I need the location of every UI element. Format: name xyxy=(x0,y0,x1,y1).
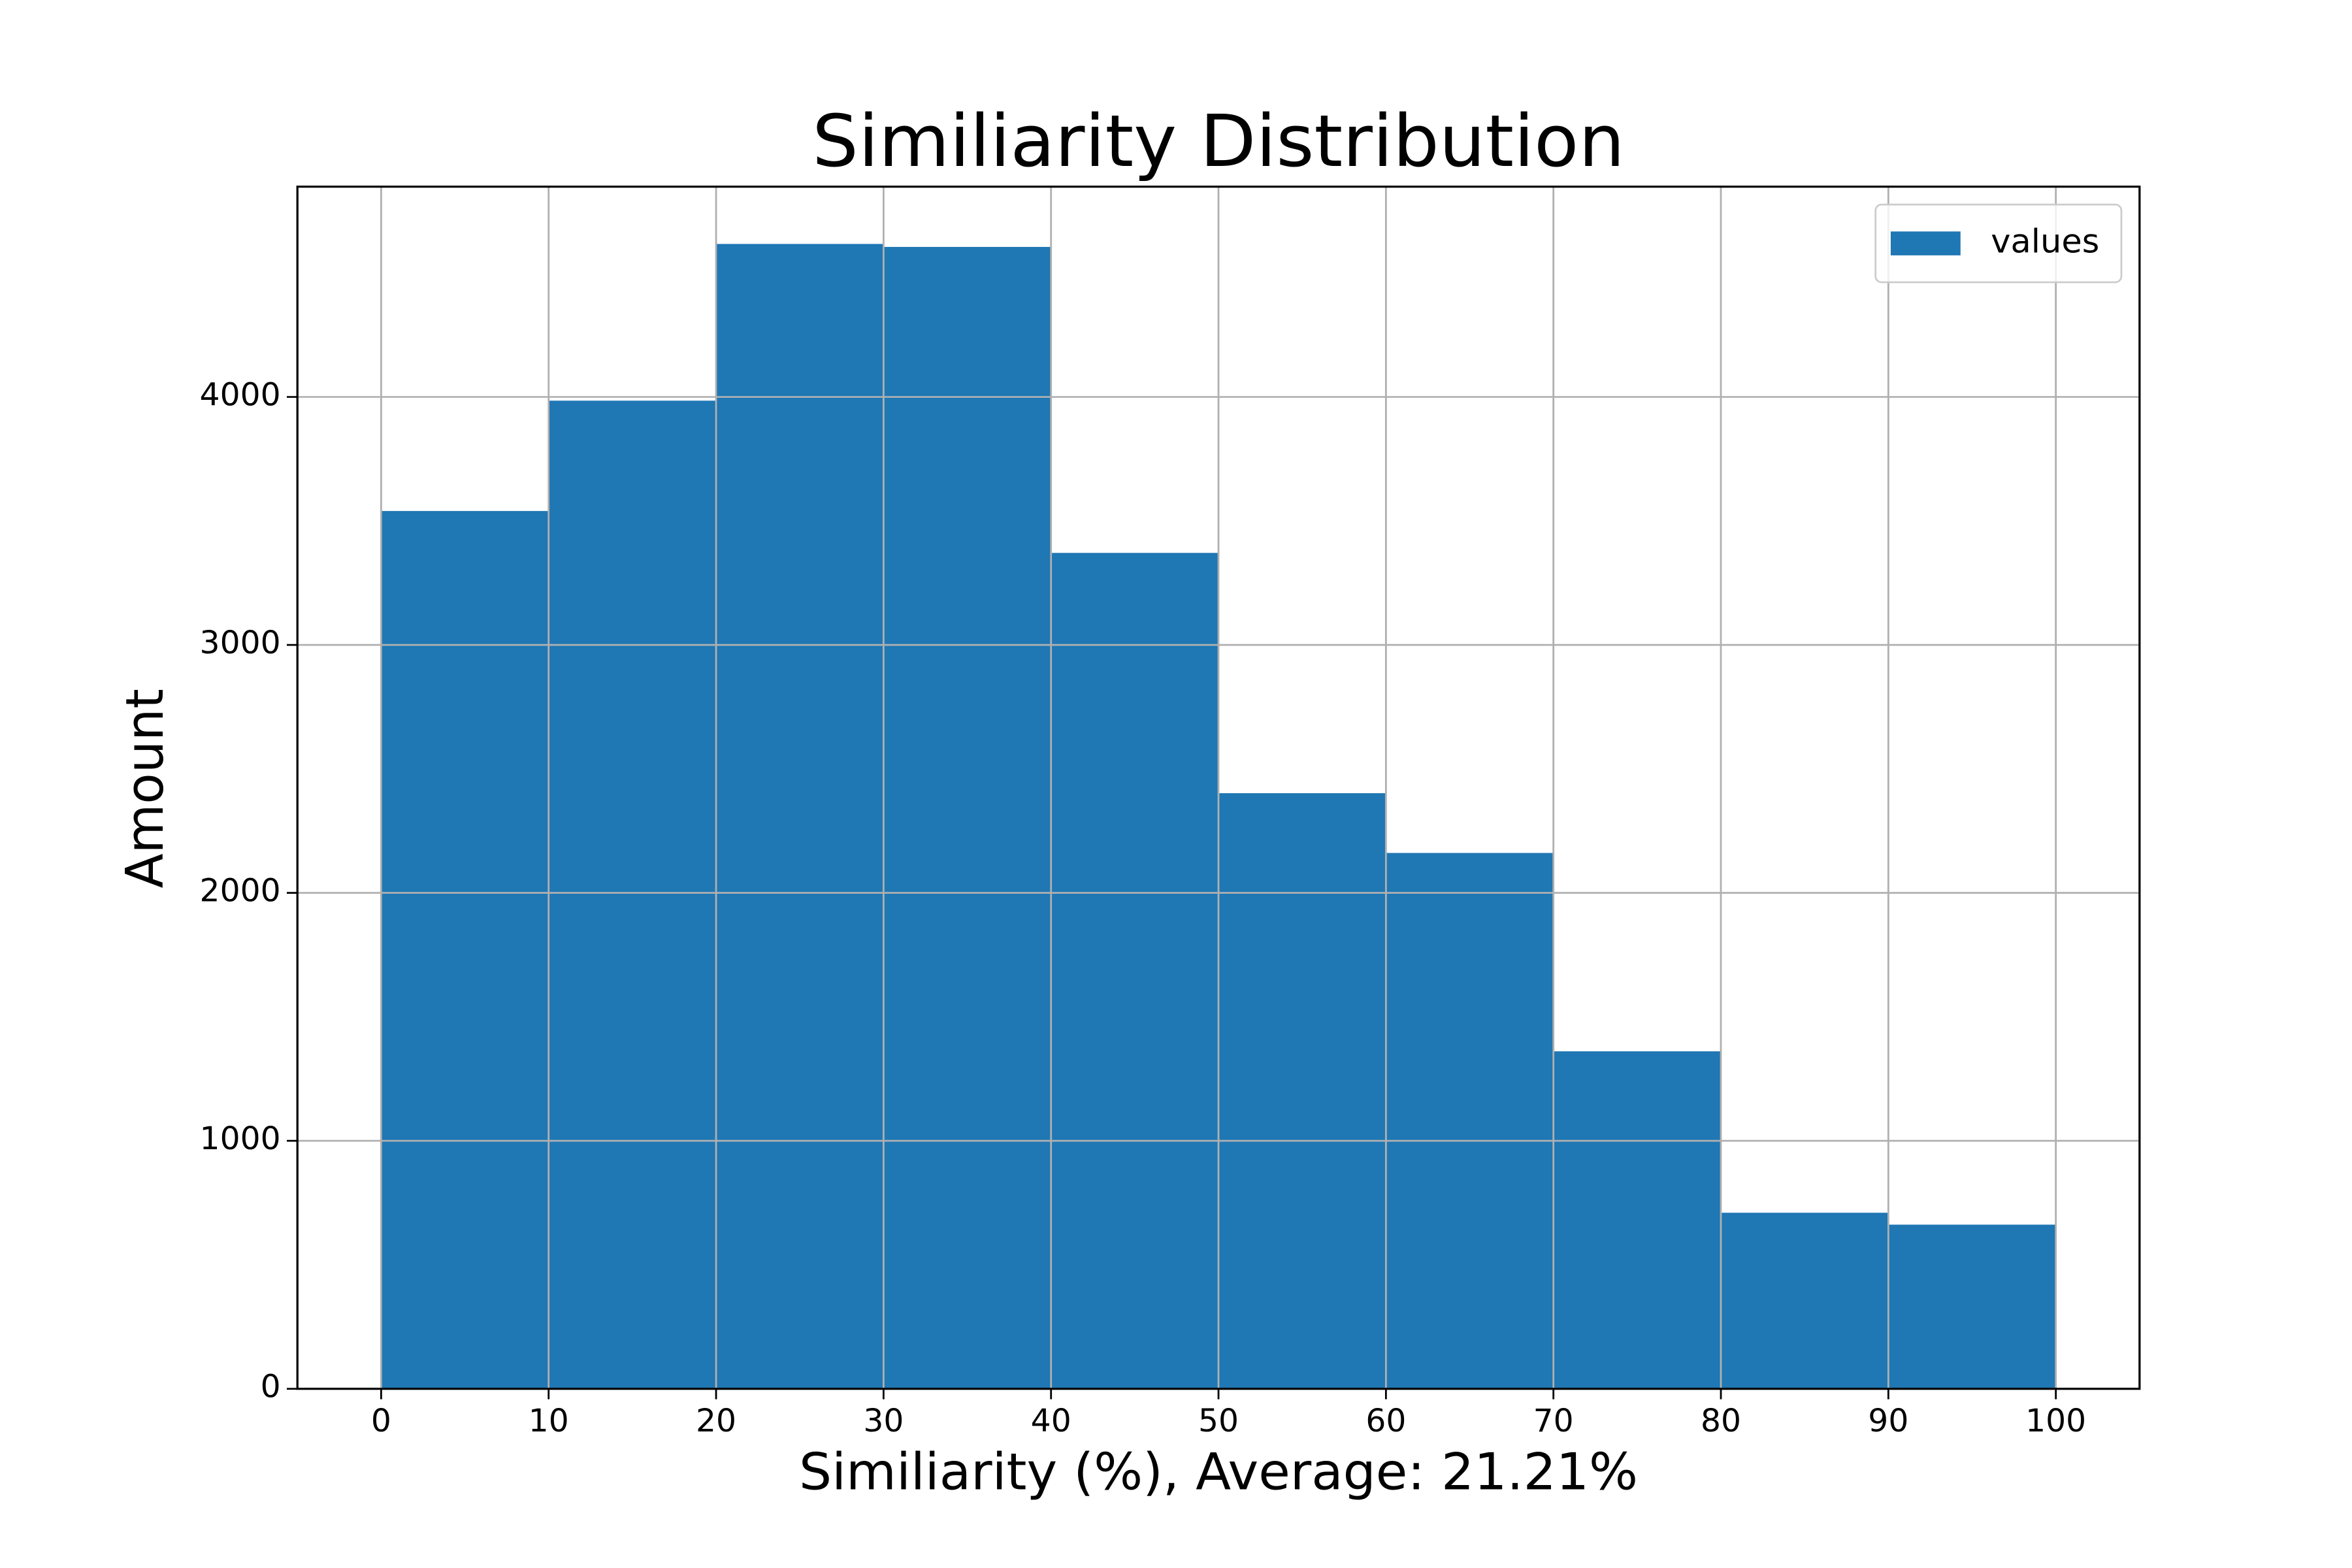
bar xyxy=(883,246,1051,1389)
x-tick-label: 50 xyxy=(1198,1403,1239,1440)
bar xyxy=(1553,1051,1722,1389)
plot-frame xyxy=(296,186,2141,1390)
x-tick-label: 100 xyxy=(2025,1403,2086,1440)
y-tick-label: 3000 xyxy=(200,625,281,661)
x-tick-label: 70 xyxy=(1533,1403,1574,1440)
x-tick-label: 20 xyxy=(696,1403,736,1440)
chart-title: Similiarity Distribution xyxy=(812,100,1625,184)
bar xyxy=(716,244,884,1389)
x-axis-label: Similiarity (%), Average: 21.21% xyxy=(799,1443,1638,1501)
legend-label: values xyxy=(1991,222,2099,261)
y-tick-label: 4000 xyxy=(200,377,281,414)
y-axis-label: Amount xyxy=(116,689,176,888)
bar xyxy=(381,511,549,1389)
x-tick-label: 10 xyxy=(529,1403,569,1440)
x-tick-label: 30 xyxy=(863,1403,904,1440)
x-tick-label: 0 xyxy=(371,1403,391,1440)
bar xyxy=(1218,793,1386,1389)
y-tick-label: 2000 xyxy=(200,873,281,909)
x-tick-label: 60 xyxy=(1365,1403,1406,1440)
legend-box xyxy=(1874,203,2123,284)
x-tick-label: 40 xyxy=(1031,1403,1071,1440)
bar xyxy=(548,400,717,1389)
bar xyxy=(1721,1213,1889,1389)
y-tick-label: 0 xyxy=(261,1369,281,1405)
bar xyxy=(1888,1224,2056,1389)
y-tick-label: 1000 xyxy=(200,1120,281,1157)
legend-swatch xyxy=(1890,231,1961,255)
x-tick-label: 80 xyxy=(1701,1403,1741,1440)
bar xyxy=(1386,853,1554,1389)
x-tick-label: 90 xyxy=(1868,1403,1908,1440)
bar xyxy=(1051,553,1219,1389)
